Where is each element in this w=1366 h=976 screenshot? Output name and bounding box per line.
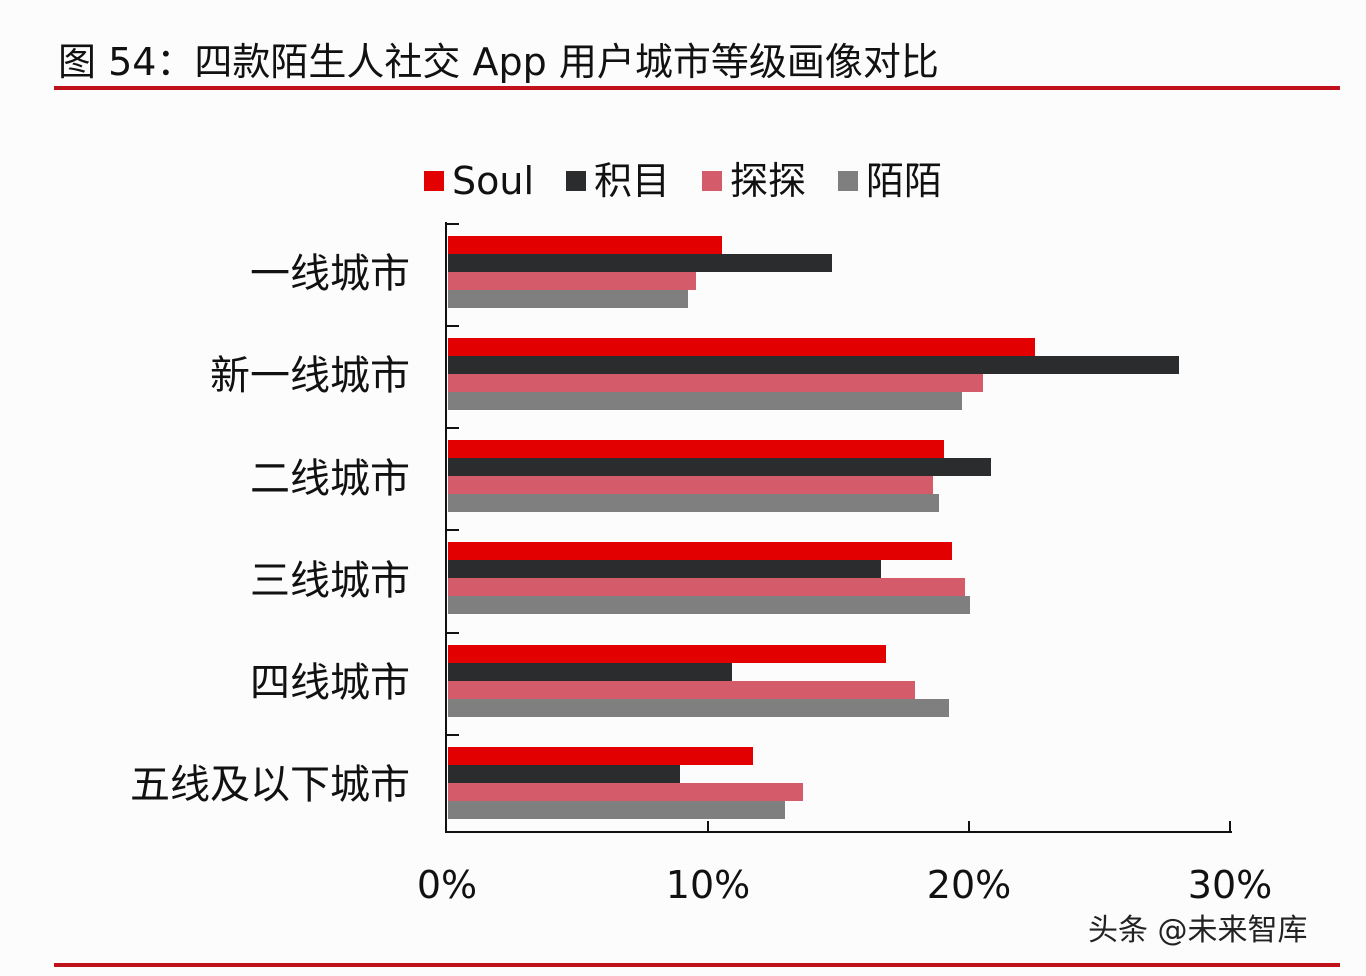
bar-陌陌 [448,596,970,614]
legend-item-soul: Soul [424,158,534,204]
bar-陌陌 [448,494,939,512]
bar-陌陌 [448,392,962,410]
bar-陌陌 [448,699,949,717]
title-underline [54,86,1340,90]
y-tick [447,427,459,429]
y-tick [447,734,459,736]
bar-陌陌 [448,290,688,308]
bar-探探 [448,578,965,596]
category-label: 新一线城市 [210,353,410,399]
legend-item-momo: 陌陌 [838,158,942,204]
bottom-rule [54,963,1340,967]
x-tick [968,821,970,832]
y-axis-line [445,222,447,833]
category-label: 四线城市 [250,660,410,706]
y-tick [447,529,459,531]
bar-积目 [448,254,832,272]
legend: Soul 积目 探探 陌陌 [424,158,974,204]
bar-积目 [448,765,680,783]
legend-swatch-jimu [566,171,587,191]
bar-积目 [448,356,1179,374]
bar-探探 [448,681,915,699]
legend-label: Soul [452,159,535,203]
x-tick-label: 30% [1187,863,1273,907]
bar-陌陌 [448,801,785,819]
category-label: 一线城市 [250,251,410,297]
bar-Soul [448,747,753,765]
legend-label: 陌陌 [866,159,943,203]
bar-Soul [448,542,952,560]
legend-label: 探探 [730,159,807,203]
x-tick-label: 10% [665,863,751,907]
y-tick [447,325,459,327]
chart-title: 图 54：四款陌生人社交 App 用户城市等级画像对比 [58,40,939,84]
bar-积目 [448,663,732,681]
bar-Soul [448,440,944,458]
legend-item-tantan: 探探 [702,158,806,204]
y-tick [447,632,459,634]
legend-swatch-tantan [702,171,723,191]
legend-item-jimu: 积目 [566,158,670,204]
bar-积目 [448,458,991,476]
bar-Soul [448,236,722,254]
bar-探探 [448,783,803,801]
watermark: 头条 @未来智库 [1088,913,1308,948]
x-tick-label: 20% [926,863,1012,907]
x-tick [707,821,709,832]
legend-label: 积目 [594,159,671,203]
category-label: 三线城市 [250,558,410,604]
x-tick [1229,821,1231,832]
category-label: 五线及以下城市 [130,762,410,808]
legend-swatch-soul [424,171,444,191]
x-axis-line [445,831,1232,833]
y-tick [447,223,459,225]
x-tick-label: 0% [416,863,478,907]
category-label: 二线城市 [250,456,410,502]
bar-探探 [448,374,983,392]
bar-探探 [448,476,933,494]
bar-探探 [448,272,696,290]
legend-swatch-momo [838,171,859,191]
bar-积目 [448,560,881,578]
bar-Soul [448,645,886,663]
bar-Soul [448,338,1035,356]
